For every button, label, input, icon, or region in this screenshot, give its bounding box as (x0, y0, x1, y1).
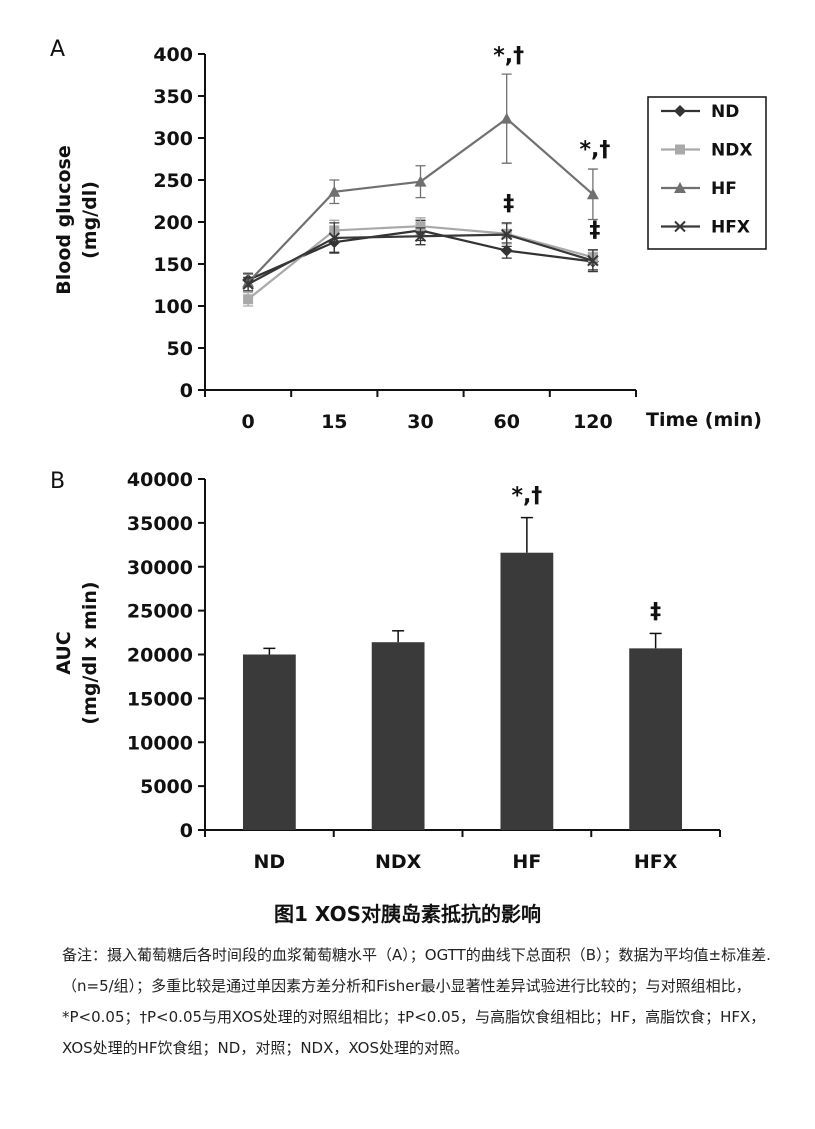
y-tick-label-b: 35000 (127, 513, 193, 535)
y-axis-label-b-line2: (mg/dl x min) (79, 581, 101, 724)
y-tick-label-b: 40000 (127, 469, 193, 491)
series-hfx (242, 222, 599, 292)
series-group-a (242, 73, 599, 307)
y-axis-label-a: Blood glucose (mg/dl) (53, 145, 101, 294)
y-tick-label-a: 150 (153, 254, 193, 276)
bar-ndx (371, 642, 425, 830)
x-tick-label-a: 30 (407, 411, 433, 433)
data-point-hfx (242, 278, 254, 290)
legend-label: HFX (711, 218, 750, 238)
x-tick-label-b: ND (254, 851, 286, 873)
y-tick-label-a: 50 (167, 338, 193, 360)
x-tick-label-b: NDX (375, 851, 422, 873)
panel-label-a: A (50, 37, 65, 62)
legend-marker (674, 220, 686, 233)
legend-marker (674, 182, 686, 193)
x-tick-label-a: 0 (241, 411, 254, 433)
figure: A Blood glucose (mg/dl) Time (min) 0 50 10… (50, 37, 767, 873)
significance-marker: *,† (493, 43, 524, 68)
significance-marker: *,† (511, 484, 542, 509)
bar-chart-panel-b: B AUC (mg/dl x min) 0 5000 10000 15000 20000… (50, 469, 721, 873)
data-point-hf (586, 188, 599, 200)
bar-nd (242, 654, 296, 830)
significance-marker: ‡ (589, 218, 600, 243)
legend-box (647, 96, 767, 250)
legend-label: NDX (711, 141, 752, 161)
y-tick-label-a: 350 (153, 86, 193, 108)
x-tick-label-b: HFX (634, 851, 678, 873)
y-tick-label-b: 30000 (127, 557, 193, 579)
y-tick-label-b: 0 (180, 820, 193, 842)
data-point-hf (414, 175, 427, 187)
data-point-hf (328, 185, 341, 197)
y-tick-label-a: 250 (153, 170, 193, 192)
y-tick-label-b: 15000 (127, 688, 193, 710)
y-tick-label-a: 200 (153, 212, 193, 234)
bar-hf (500, 552, 554, 830)
legend-item-hf: HF (661, 179, 737, 199)
legend-marker (674, 105, 686, 117)
data-point-hfx (414, 230, 427, 242)
y-tick-label-a: 300 (153, 128, 193, 150)
y-tick-label-a: 100 (153, 296, 193, 318)
data-point-hfx (587, 254, 599, 267)
figure-caption-note: 备注：摄入葡萄糖后各时间段的血浆葡萄糖水平（A）；OGTT的曲线下总面积（B）；… (62, 946, 771, 1057)
y-tick-label-b: 25000 (127, 601, 193, 623)
legend-item-nd: ND (661, 102, 739, 122)
bar-hfx (629, 648, 683, 830)
significance-marker: *,† (579, 138, 610, 163)
axes-a: 0 50 100 150 200 250 300 350 400 0 15 30 60 120 (153, 44, 637, 433)
bars-b (242, 516, 683, 830)
legend-a: ND NDX HF HFX (647, 96, 767, 250)
y-axis-label-b: AUC (mg/dl x min) (53, 581, 101, 724)
legend-item-ndx: NDX (661, 141, 752, 161)
legend-label: HF (711, 179, 737, 199)
significance-annotations-b: *,† ‡ (511, 484, 661, 625)
y-axis-label-a-line2: (mg/dl) (79, 181, 101, 259)
y-tick-label-b: 5000 (140, 776, 193, 798)
x-tick-label-a: 60 (493, 411, 519, 433)
data-point-ndx (415, 221, 426, 232)
y-tick-label-a: 0 (180, 380, 193, 402)
data-point-ndx (243, 294, 254, 305)
data-point-nd (500, 244, 513, 257)
x-tick-label-b: HF (512, 851, 541, 873)
significance-marker: ‡ (650, 600, 661, 625)
y-axis-label-a-line1: Blood glucose (53, 145, 75, 294)
x-axis-label-a: Time (min) (646, 409, 762, 431)
significance-marker: ‡ (503, 191, 514, 216)
data-point-hfx (500, 228, 513, 241)
y-tick-label-a: 400 (153, 44, 193, 66)
y-tick-label-b: 10000 (127, 732, 193, 754)
line-chart-panel-a: A Blood glucose (mg/dl) Time (min) 0 50 10… (50, 37, 767, 433)
series-hf (242, 73, 599, 292)
y-axis-label-b-line1: AUC (53, 631, 75, 675)
data-point-hfx (328, 232, 341, 244)
data-point-hf (500, 112, 513, 124)
panel-label-b: B (50, 469, 65, 494)
x-tick-label-a: 120 (573, 411, 613, 433)
x-tick-label-a: 15 (321, 411, 347, 433)
y-tick-label-b: 20000 (127, 645, 193, 667)
figure-caption-title: 图1 XOS对胰岛素抵抗的影响 (274, 902, 541, 926)
legend-item-hfx: HFX (661, 218, 750, 238)
legend-label: ND (711, 102, 739, 122)
significance-annotations-a: *,† ‡ *,† ‡ (493, 43, 610, 243)
legend-marker (675, 144, 685, 155)
